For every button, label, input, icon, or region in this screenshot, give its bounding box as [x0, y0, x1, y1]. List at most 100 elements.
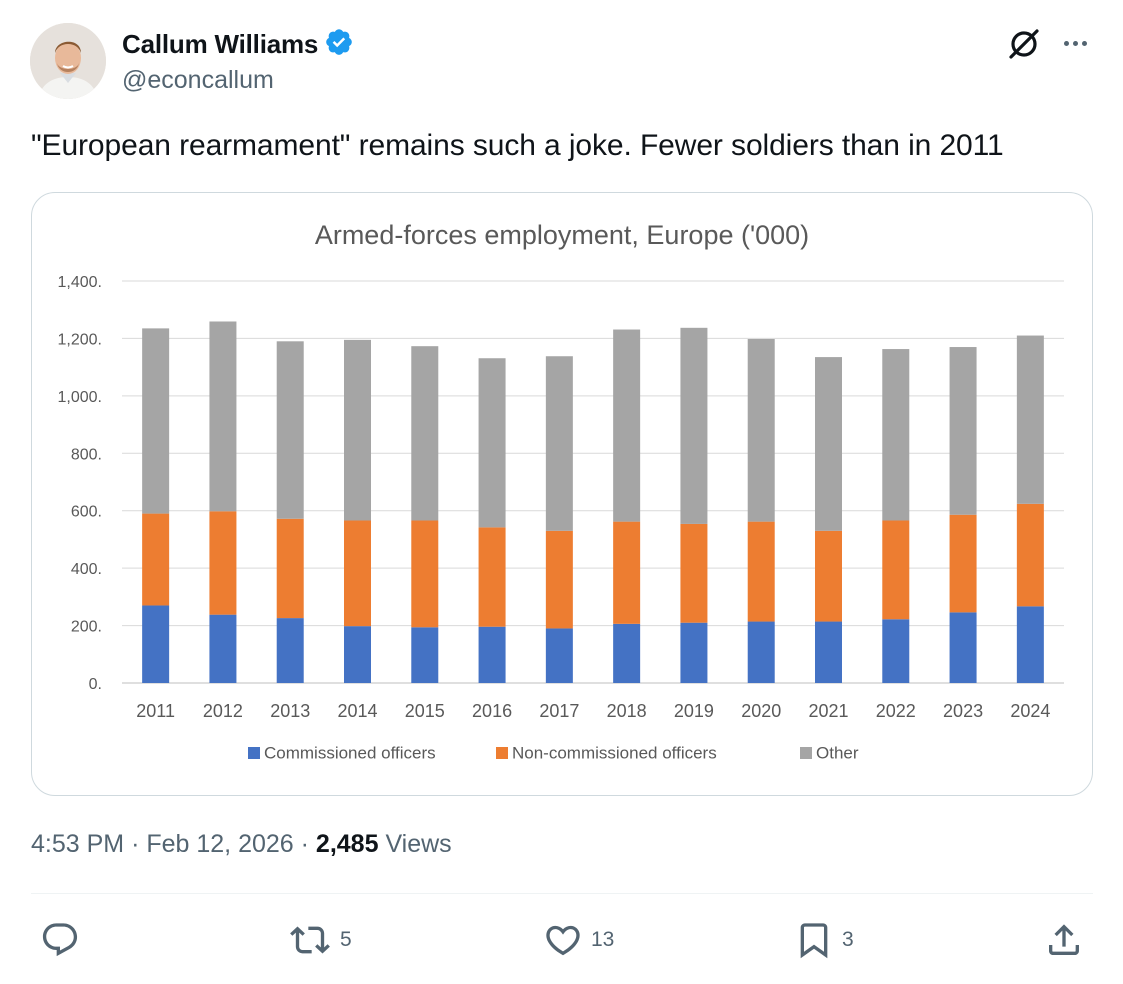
bar-commissioned-officers	[276, 618, 304, 683]
meta-separator-2: ·	[300, 830, 309, 858]
bar-non-commissioned-officers	[882, 520, 910, 620]
y-tick-label: 800.	[71, 446, 102, 463]
bar-other	[276, 341, 304, 519]
x-tick-label: 2024	[1010, 701, 1050, 721]
x-tick-label: 2011	[136, 701, 175, 721]
bar-commissioned-officers	[344, 626, 371, 683]
tweet-date[interactable]: Feb 12, 2026	[146, 830, 294, 858]
share-icon	[1049, 924, 1079, 955]
y-tick-label: 1,200.	[58, 331, 102, 348]
legend-swatch	[800, 747, 812, 759]
like-count: 13	[591, 928, 615, 951]
bar-other	[680, 327, 708, 524]
bar-other	[1016, 335, 1044, 504]
bar-non-commissioned-officers	[209, 511, 237, 615]
bar-commissioned-officers	[815, 621, 842, 683]
bar-non-commissioned-officers	[747, 521, 775, 622]
y-tick-label: 200.	[71, 619, 102, 636]
tweet-media-chart[interactable]: Armed-forces employment, Europe ('000) 0.…	[31, 192, 1093, 796]
bar-other	[882, 349, 910, 521]
author-name-row[interactable]: Callum Williams	[122, 27, 354, 62]
bar-non-commissioned-officers	[680, 523, 708, 623]
bookmark-count: 3	[842, 928, 854, 951]
bookmark-icon	[800, 923, 828, 959]
bar-commissioned-officers	[747, 621, 775, 683]
avatar-image	[30, 23, 106, 99]
author-handle[interactable]: @econcallum	[122, 66, 274, 94]
x-tick-label: 2013	[270, 701, 310, 721]
y-tick-label: 400.	[71, 561, 102, 578]
tweet-time[interactable]: 4:53 PM	[31, 830, 125, 858]
bar-other	[344, 339, 371, 521]
bar-other	[949, 347, 977, 515]
display-name[interactable]: Callum Williams	[122, 29, 319, 59]
bar-other	[478, 358, 506, 528]
y-tick-label: 600.	[71, 504, 102, 521]
chart-title: Armed-forces employment, Europe ('000)	[315, 220, 809, 250]
bar-non-commissioned-officers	[613, 521, 641, 624]
verified-badge-icon[interactable]	[324, 27, 354, 62]
bar-non-commissioned-officers	[411, 520, 439, 628]
bar-other	[142, 328, 170, 514]
bookmark-button[interactable]: 3	[794, 920, 854, 960]
bar-non-commissioned-officers	[142, 513, 170, 606]
bar-commissioned-officers	[882, 619, 910, 683]
x-tick-label: 2023	[943, 701, 983, 721]
retweet-icon	[290, 926, 330, 954]
reply-button[interactable]	[40, 920, 88, 960]
bar-non-commissioned-officers	[478, 527, 506, 627]
bar-other	[747, 339, 775, 522]
grok-icon[interactable]	[1006, 26, 1042, 62]
views-count: 2,485	[315, 830, 379, 858]
bar-non-commissioned-officers	[815, 530, 842, 622]
bar-other	[545, 356, 573, 531]
bar-commissioned-officers	[1016, 606, 1044, 683]
share-button[interactable]	[1044, 920, 1084, 960]
like-icon	[546, 925, 580, 956]
bar-commissioned-officers	[613, 623, 641, 683]
tweet-text: "European rearmament" remains such a jok…	[31, 129, 1004, 162]
like-button[interactable]: 13	[543, 920, 614, 960]
chart: Armed-forces employment, Europe ('000) 0.…	[58, 220, 1064, 763]
retweet-button[interactable]: 5	[288, 920, 352, 960]
bar-commissioned-officers	[142, 605, 170, 683]
y-tick-label: 0.	[89, 676, 102, 693]
bar-other	[209, 321, 237, 512]
x-tick-label: 2019	[674, 701, 714, 721]
bar-commissioned-officers	[545, 628, 573, 683]
divider	[31, 893, 1093, 894]
bar-non-commissioned-officers	[949, 514, 977, 613]
x-tick-label: 2015	[405, 701, 445, 721]
more-icon[interactable]	[1058, 26, 1092, 60]
meta-separator-1: ·	[131, 830, 140, 858]
reply-icon	[42, 923, 78, 957]
bar-non-commissioned-officers	[344, 520, 371, 627]
x-tick-label: 2016	[472, 701, 512, 721]
legend-label: Non-commissioned officers	[512, 744, 717, 763]
avatar[interactable]	[30, 23, 106, 99]
legend-label: Other	[816, 744, 859, 763]
x-tick-label: 2017	[539, 701, 579, 721]
x-tick-label: 2022	[876, 701, 916, 721]
tweet-meta: 4:53 PM · Feb 12, 2026 · 2,485 Views	[31, 830, 452, 859]
x-tick-label: 2021	[808, 701, 848, 721]
views-label: Views	[385, 830, 452, 858]
x-tick-label: 2014	[337, 701, 377, 721]
x-tick-label: 2018	[607, 701, 647, 721]
bar-non-commissioned-officers	[276, 518, 304, 619]
y-tick-label: 1,400.	[58, 274, 102, 291]
legend-swatch	[496, 747, 508, 759]
bar-commissioned-officers	[949, 612, 977, 683]
y-tick-label: 1,000.	[58, 389, 102, 406]
bar-non-commissioned-officers	[545, 530, 573, 629]
bar-other	[815, 357, 842, 531]
retweet-count: 5	[340, 928, 352, 951]
legend-label: Commissioned officers	[264, 744, 436, 763]
bar-other	[411, 346, 439, 521]
bar-non-commissioned-officers	[1016, 503, 1044, 607]
x-tick-label: 2020	[741, 701, 781, 721]
legend-swatch	[248, 747, 260, 759]
bar-commissioned-officers	[478, 626, 506, 683]
x-tick-label: 2012	[203, 701, 243, 721]
bar-commissioned-officers	[209, 614, 237, 683]
